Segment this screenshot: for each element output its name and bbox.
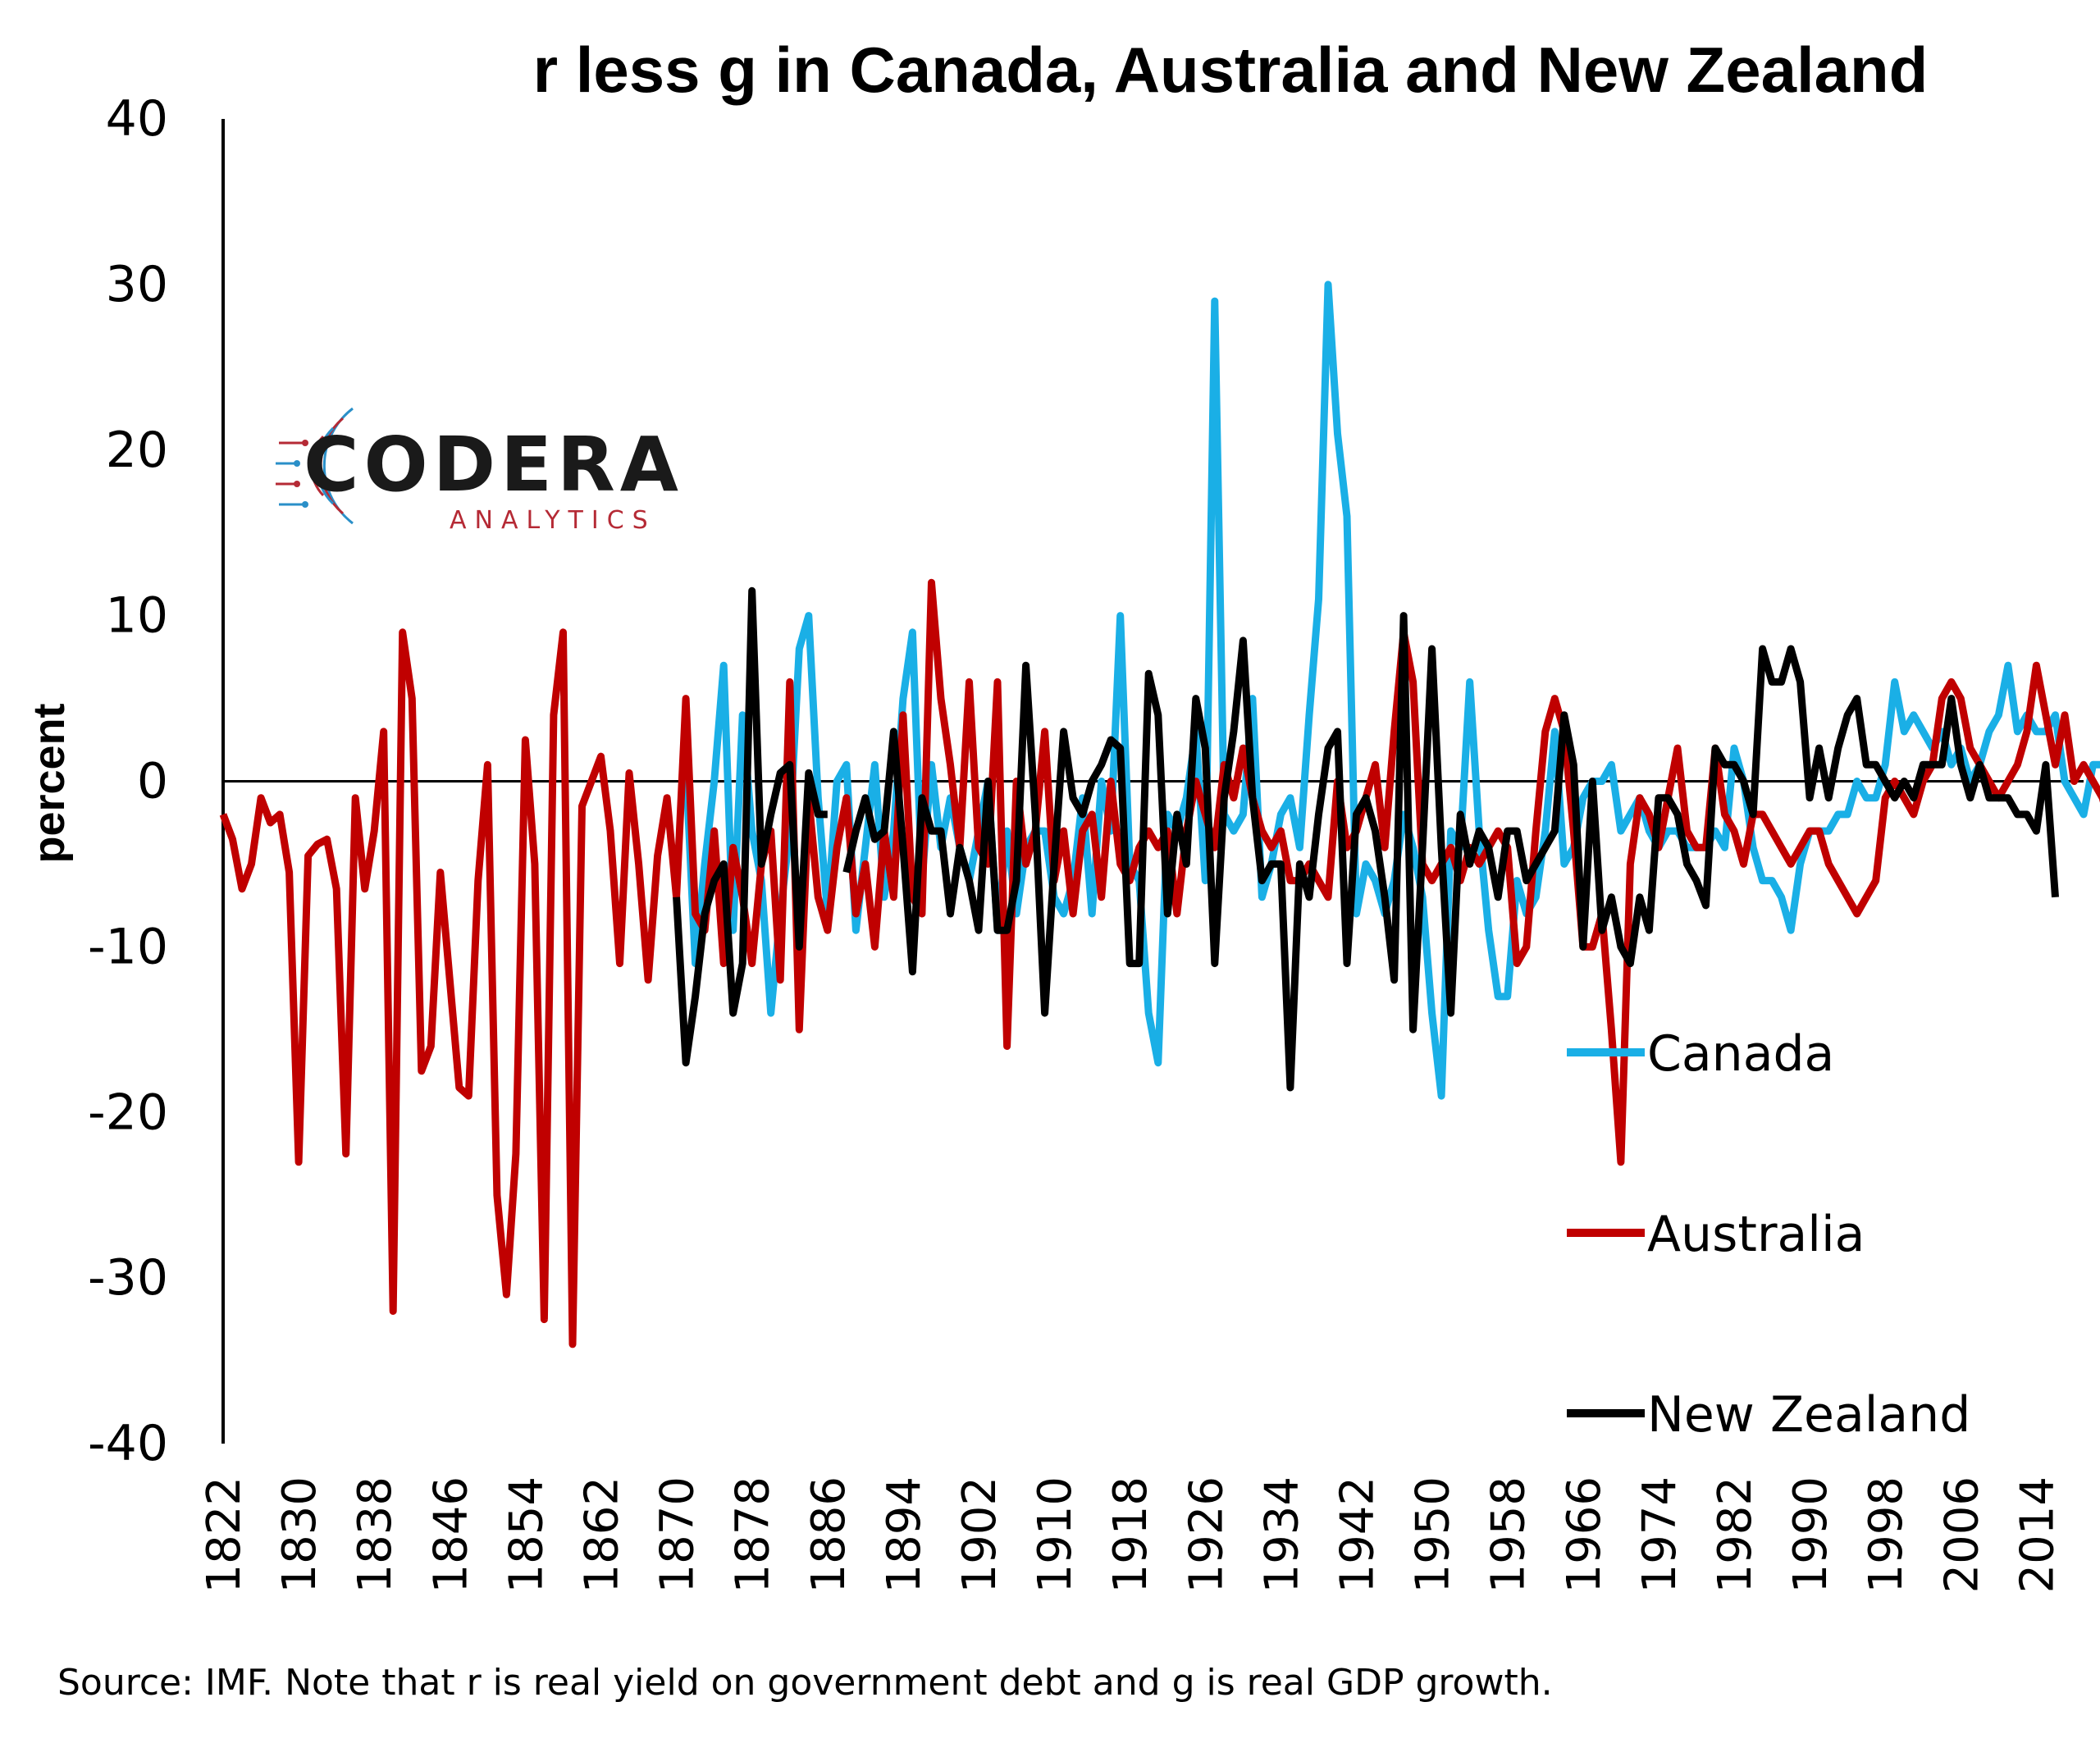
legend-item-canada: Canada	[1567, 1025, 1834, 1083]
circuit-circle-icon	[276, 407, 354, 525]
legend-label-new-zealand: New Zealand	[1647, 1386, 1970, 1444]
x-tick-label: 1822	[198, 1476, 251, 1594]
legend-item-australia: Australia	[1567, 1206, 1865, 1263]
x-tick-label: 1910	[1029, 1476, 1082, 1594]
x-tick-label: 1942	[1331, 1476, 1385, 1594]
x-tick-label: 1862	[576, 1476, 629, 1594]
x-tick-label: 1998	[1860, 1476, 1913, 1594]
y-tick-labels: 40 30 20 10 0 -10 -20 -30 -40	[88, 90, 168, 1472]
x-tick-label: 1830	[273, 1476, 326, 1594]
y-axis-label: percent	[25, 703, 74, 863]
series-line-new-zealand	[673, 586, 2059, 1092]
x-tick-label: 1950	[1407, 1476, 1460, 1594]
series-lines	[219, 281, 2100, 1348]
y-tick-label: 30	[106, 256, 168, 313]
x-tick-label: 1974	[1633, 1476, 1687, 1594]
y-tick-label: -40	[88, 1415, 168, 1472]
legend: Canada Australia New Zealand	[1567, 1025, 1970, 1444]
x-tick-label: 1838	[349, 1476, 402, 1594]
logo-wordmark: CODERA	[304, 421, 683, 509]
x-tick-label: 1902	[953, 1476, 1007, 1594]
legend-label-australia: Australia	[1647, 1206, 1865, 1263]
x-tick-label: 1870	[651, 1476, 705, 1594]
x-tick-label: 1990	[1784, 1476, 1838, 1594]
series-line-australia	[219, 578, 2100, 1348]
x-tick-label: 2006	[1935, 1476, 1988, 1594]
x-tick-label: 1982	[1709, 1476, 1762, 1594]
y-tick-label: 0	[137, 753, 168, 810]
y-tick-label: -10	[88, 918, 168, 975]
x-tick-label: 1878	[727, 1476, 780, 1594]
x-tick-label: 1926	[1180, 1476, 1233, 1594]
source-note: Source: IMF. Note that r is real yield o…	[57, 1662, 1553, 1704]
x-tick-label: 1958	[1482, 1476, 1536, 1594]
legend-label-canada: Canada	[1647, 1025, 1834, 1083]
x-tick-label: 1966	[1558, 1476, 1611, 1594]
y-tick-label: 40	[106, 90, 168, 148]
legend-item-new-zealand: New Zealand	[1567, 1386, 1970, 1444]
y-tick-label: -20	[88, 1084, 168, 1141]
y-tick-label: 20	[106, 422, 168, 479]
x-tick-label: 1934	[1255, 1476, 1308, 1594]
x-tick-label: 1886	[802, 1476, 856, 1594]
x-tick-label: 1918	[1104, 1476, 1157, 1594]
x-tick-label: 2014	[2011, 1476, 2064, 1594]
x-tick-label: 1854	[500, 1476, 553, 1594]
logo-subtitle: ANALYTICS	[450, 506, 656, 535]
chart-title: r less g in Canada, Australia and New Ze…	[533, 34, 1929, 106]
x-tick-label: 1894	[878, 1476, 931, 1594]
codera-logo: CODERA ANALYTICS	[276, 407, 683, 535]
x-tick-label: 1846	[424, 1476, 477, 1594]
y-tick-label: -30	[88, 1249, 168, 1307]
x-tick-labels: 1822 1830 1838 1846 1854 1862 1870 1878 1886 1894…	[198, 1476, 2064, 1594]
y-tick-label: 10	[106, 587, 168, 645]
